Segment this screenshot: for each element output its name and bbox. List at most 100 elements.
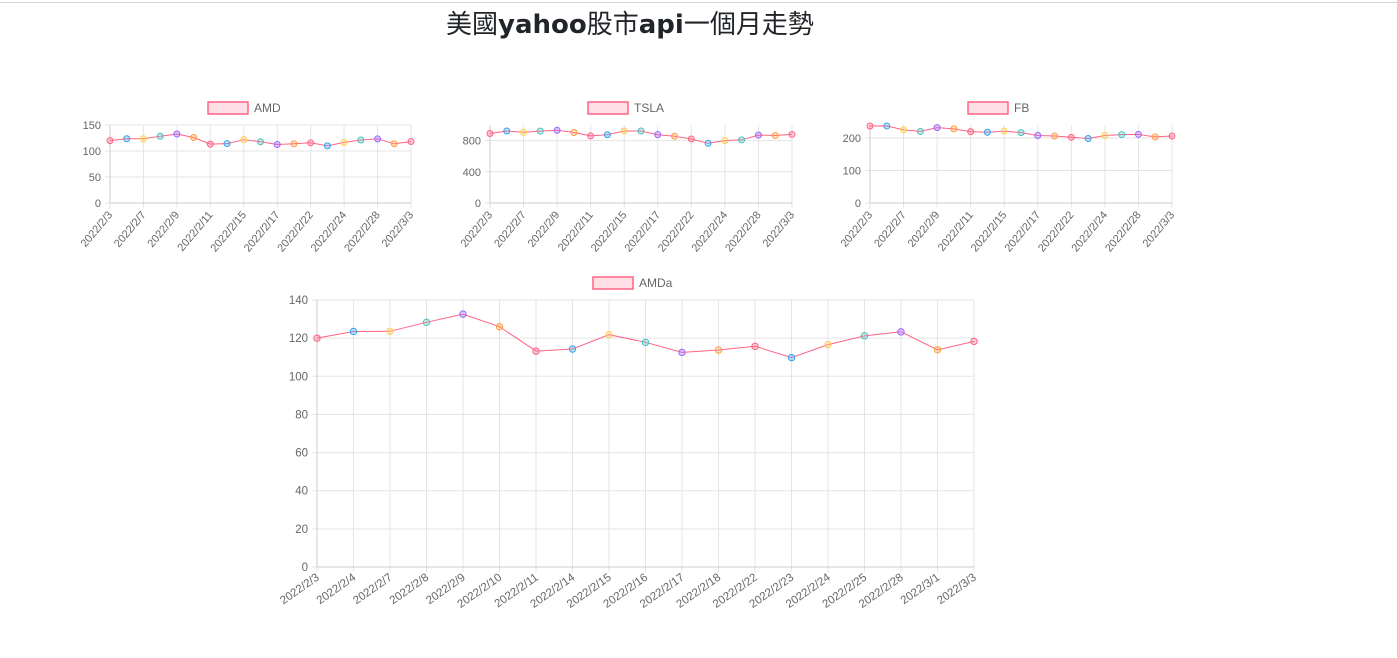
data-point[interactable]	[532, 347, 540, 355]
data-point[interactable]	[568, 345, 577, 353]
data-point[interactable]	[824, 340, 832, 349]
data-point[interactable]	[970, 337, 978, 346]
data-point[interactable]	[386, 327, 394, 335]
y-tick-label: 60	[295, 448, 308, 460]
data-point[interactable]	[495, 323, 504, 331]
data-point[interactable]	[190, 133, 198, 141]
data-point[interactable]	[570, 128, 578, 136]
data-point[interactable]	[323, 142, 331, 150]
data-point[interactable]	[1034, 131, 1042, 139]
top-divider	[0, 2, 1397, 3]
data-point[interactable]	[900, 126, 908, 134]
data-point[interactable]	[520, 128, 528, 136]
data-point[interactable]	[290, 140, 298, 148]
data-point[interactable]	[950, 125, 958, 133]
data-point[interactable]	[983, 128, 991, 136]
y-tick-label: 800	[463, 136, 481, 148]
data-point[interactable]	[1134, 130, 1142, 138]
data-point[interactable]	[486, 130, 494, 138]
data-point[interactable]	[897, 328, 905, 336]
data-point[interactable]	[123, 135, 131, 143]
x-tick-label: 2022/3/3	[1141, 209, 1178, 250]
title-bold-api: api	[638, 10, 684, 40]
x-tick-label: 2022/2/3	[839, 209, 876, 250]
data-point[interactable]	[313, 334, 321, 342]
data-point[interactable]	[678, 348, 686, 357]
data-point[interactable]	[173, 130, 181, 138]
data-point[interactable]	[340, 138, 348, 146]
data-point[interactable]	[407, 137, 415, 145]
data-point[interactable]	[553, 126, 561, 134]
x-tick-label: 2022/2/3	[459, 209, 496, 250]
data-point[interactable]	[587, 132, 595, 140]
data-point[interactable]	[751, 342, 759, 351]
x-axis: 2022/2/32022/2/42022/2/72022/2/82022/2/9…	[278, 300, 979, 611]
data-point[interactable]	[422, 318, 431, 327]
data-point[interactable]	[503, 127, 511, 135]
legend-label: AMDa	[639, 276, 673, 290]
data-point[interactable]	[1017, 129, 1025, 137]
data-point[interactable]	[1151, 133, 1159, 141]
x-tick-label: 2022/2/7	[112, 209, 149, 250]
data-point[interactable]	[714, 346, 723, 354]
data-point[interactable]	[459, 310, 467, 318]
data-point[interactable]	[933, 124, 941, 132]
data-point[interactable]	[1000, 127, 1008, 135]
chart-legend[interactable]: TSLA	[587, 101, 664, 115]
data-point[interactable]	[240, 136, 248, 144]
data-point[interactable]	[860, 332, 869, 340]
data-point[interactable]	[1051, 132, 1059, 140]
chart-legend[interactable]: AMDa	[592, 276, 673, 290]
data-point[interactable]	[1118, 131, 1126, 139]
data-point[interactable]	[967, 128, 975, 136]
data-point[interactable]	[223, 140, 231, 148]
legend-swatch	[592, 276, 634, 290]
data-point[interactable]	[687, 135, 695, 143]
data-point[interactable]	[620, 127, 628, 135]
y-tick-label: 100	[289, 371, 308, 383]
data-point[interactable]	[156, 132, 164, 140]
data-point[interactable]	[654, 131, 662, 139]
data-point[interactable]	[916, 127, 924, 135]
data-point[interactable]	[605, 331, 613, 339]
data-point[interactable]	[390, 140, 398, 148]
data-point[interactable]	[933, 346, 942, 354]
x-tick-label: 2022/2/7	[492, 209, 529, 250]
data-point[interactable]	[1168, 132, 1176, 140]
data-point[interactable]	[374, 135, 382, 143]
data-point[interactable]	[641, 338, 650, 347]
data-point[interactable]	[349, 327, 358, 336]
y-tick-label: 0	[302, 562, 308, 574]
chart-legend[interactable]: AMD	[207, 101, 281, 115]
data-point[interactable]	[139, 135, 147, 143]
data-point[interactable]	[1101, 132, 1109, 140]
data-point[interactable]	[106, 137, 114, 145]
data-point[interactable]	[787, 353, 796, 362]
y-axis: 0 100 200	[843, 133, 1172, 210]
data-point[interactable]	[721, 137, 729, 145]
data-point[interactable]	[738, 136, 746, 144]
x-tick-label: 2022/2/7	[872, 209, 909, 250]
chart-legend[interactable]: FB	[967, 101, 1029, 115]
data-point[interactable]	[357, 136, 365, 144]
data-point[interactable]	[883, 122, 891, 130]
data-point[interactable]	[771, 132, 779, 140]
data-point[interactable]	[788, 130, 796, 138]
data-point[interactable]	[1084, 134, 1092, 142]
x-axis: 2022/2/32022/2/72022/2/92022/2/112022/2/…	[459, 125, 797, 254]
data-point[interactable]	[704, 139, 712, 147]
legend-swatch	[207, 101, 249, 115]
data-point[interactable]	[273, 141, 281, 148]
data-point[interactable]	[866, 122, 874, 130]
data-point[interactable]	[1067, 133, 1075, 141]
data-point[interactable]	[257, 138, 264, 146]
data-point[interactable]	[307, 139, 315, 147]
data-point[interactable]	[536, 127, 544, 135]
data-point[interactable]	[637, 127, 645, 135]
y-tick-label: 80	[295, 409, 308, 421]
x-tick-label: 2022/3/3	[935, 572, 979, 608]
data-point[interactable]	[206, 140, 214, 148]
data-point[interactable]	[754, 131, 762, 139]
data-point[interactable]	[671, 132, 679, 140]
data-point[interactable]	[603, 131, 611, 139]
